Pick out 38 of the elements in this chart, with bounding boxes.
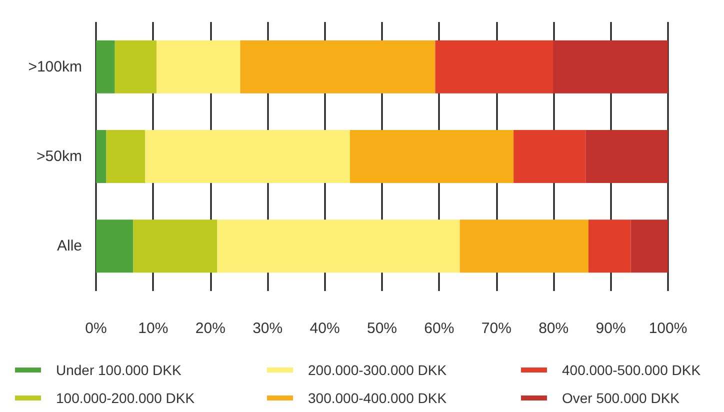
bar	[96, 130, 106, 183]
bar	[240, 40, 436, 94]
bar	[217, 220, 460, 273]
legend-label: Under 100.000 DKK	[56, 362, 182, 378]
bar	[96, 40, 115, 94]
legend-label: 300.000-400.000 DKK	[308, 390, 448, 406]
x-tick-label: 10%	[138, 320, 168, 337]
x-tick-label: 30%	[252, 320, 283, 337]
x-tick-label: 80%	[538, 320, 569, 337]
x-tick-label: 50%	[366, 320, 398, 337]
bar	[133, 220, 218, 273]
bar	[586, 130, 668, 183]
y-tick-label: >50km	[36, 148, 82, 165]
legend-label: 100.000-200.000 DKK	[56, 390, 196, 406]
bar	[350, 130, 514, 183]
legend-label: 400.000-500.000 DKK	[562, 362, 702, 378]
bar	[96, 220, 134, 273]
bar	[435, 40, 554, 94]
y-tick-label: >100km	[28, 58, 82, 76]
legend-label: 200.000-300.000 DKK	[308, 362, 448, 378]
x-tick-label: 20%	[195, 320, 226, 337]
x-tick-label: 70%	[481, 320, 512, 337]
x-tick-label: 100%	[648, 320, 688, 337]
bar	[553, 40, 668, 94]
x-tick-label: 40%	[310, 320, 340, 337]
bar	[114, 40, 157, 94]
x-tick-label: 0%	[85, 320, 107, 337]
bar	[588, 220, 631, 273]
bar	[460, 220, 588, 273]
legend-label: Over 500.000 DKK	[562, 390, 680, 406]
x-tick-label: 90%	[596, 320, 626, 337]
bar	[156, 40, 240, 94]
bar	[630, 220, 668, 273]
y-tick-label: Alle	[56, 238, 82, 255]
bar	[106, 130, 146, 183]
x-tick-label: 60%	[424, 320, 454, 337]
bar	[145, 130, 350, 183]
bar	[514, 130, 586, 183]
